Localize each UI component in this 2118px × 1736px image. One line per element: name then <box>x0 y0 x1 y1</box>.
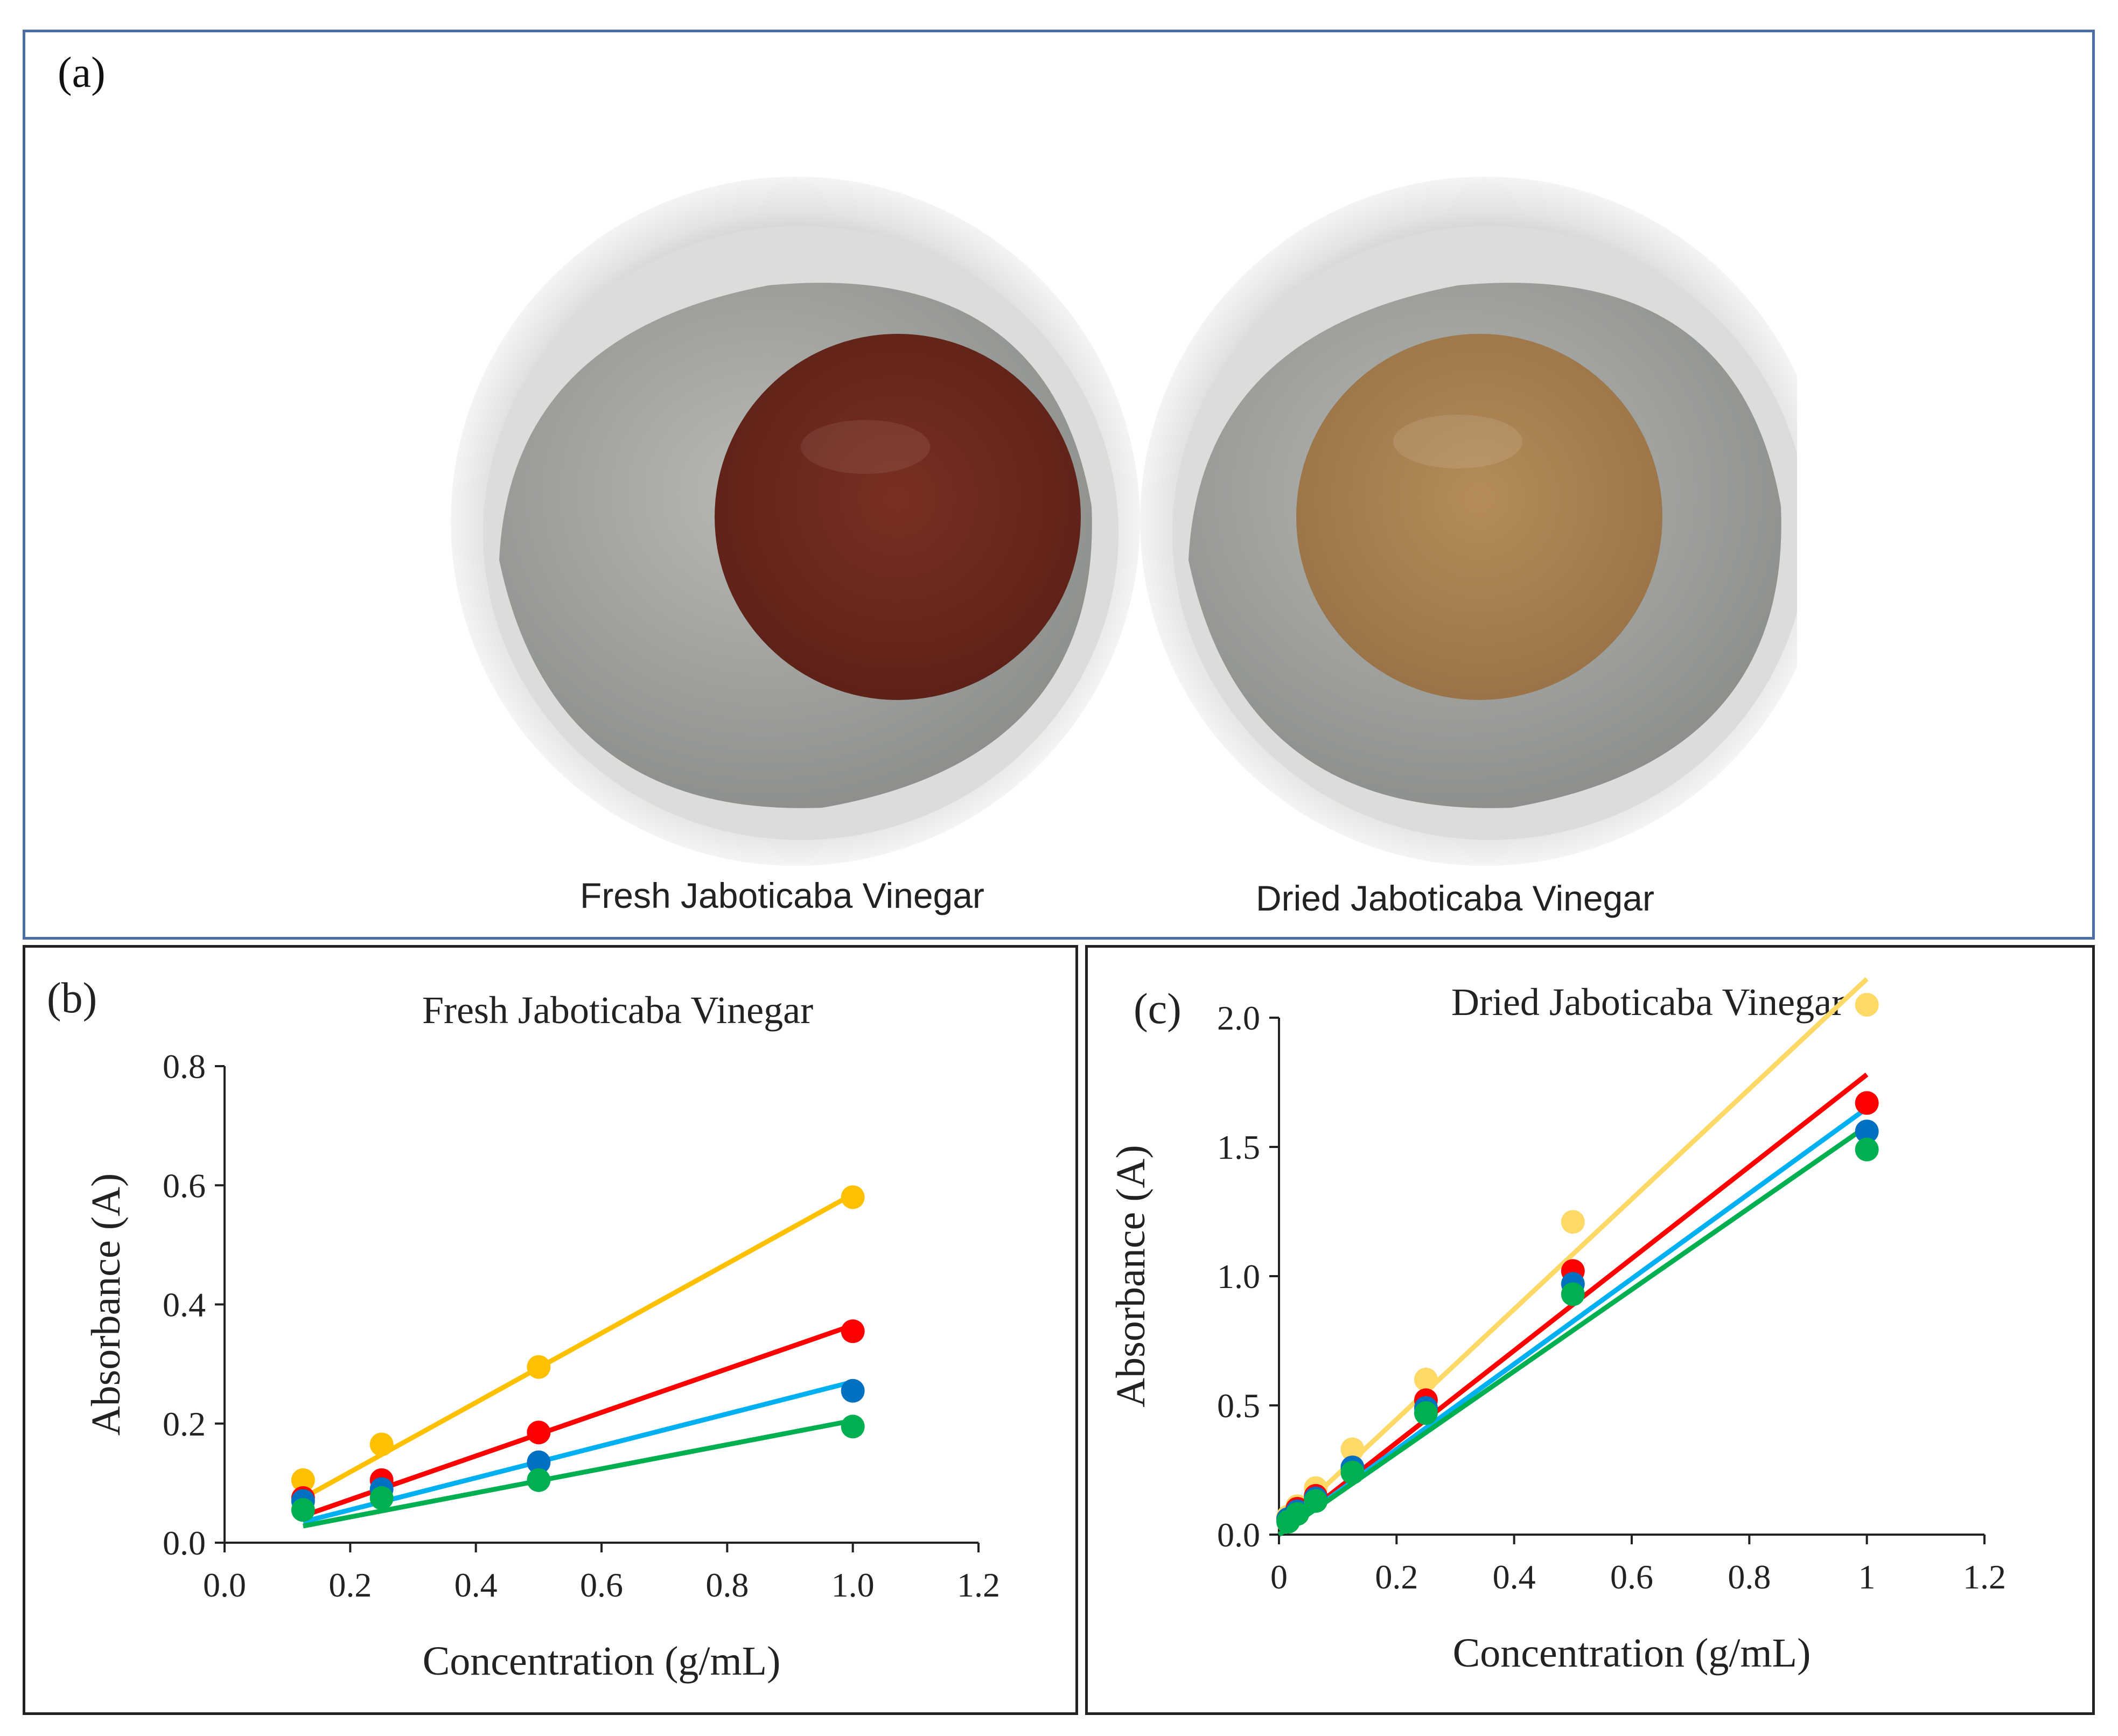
data-point-yellow <box>369 1432 394 1457</box>
dried-vinegar-caption: Dried Jaboticaba Vinegar <box>1256 878 1654 918</box>
trendline-blue <box>302 1379 854 1524</box>
x-axis-label: Concentration (g/mL) <box>1453 1630 1811 1676</box>
y-tick-label: 0.8 <box>163 1047 206 1086</box>
y-tick-label: 0.4 <box>163 1286 206 1324</box>
chart-title: Fresh Jaboticaba Vinegar <box>422 989 813 1032</box>
dried-vinegar-bowl <box>1140 177 1829 866</box>
data-point-yellow <box>291 1468 315 1492</box>
data-point-yellow <box>527 1355 551 1379</box>
x-tick-label: 0.2 <box>1375 1558 1418 1596</box>
trendline-blue <box>1277 1106 1869 1537</box>
trendline-red <box>302 1322 854 1518</box>
x-tick-label: 0.4 <box>1493 1558 1536 1596</box>
y-tick-label: 1.0 <box>1217 1257 1260 1296</box>
y-tick-label: 0.2 <box>163 1405 206 1443</box>
data-point-blue <box>841 1378 865 1403</box>
x-tick-label: 0.2 <box>328 1566 372 1604</box>
fresh-absorbance-chart: (b) Fresh Jaboticaba Vinegar 0.0 0.2 0.4 0.6 0… <box>47 975 1000 1684</box>
dried-vinegar-liquid <box>1296 334 1662 700</box>
x-tick-label: 0.8 <box>705 1566 749 1604</box>
data-point-blue <box>527 1450 551 1474</box>
panel-a-photos: (a) <box>23 30 2095 940</box>
data-point-green <box>291 1498 315 1522</box>
y-tick-label: 1.5 <box>1217 1128 1260 1166</box>
x-tick-label: 0.4 <box>455 1566 498 1604</box>
data-point-green <box>369 1486 394 1510</box>
data-point-red <box>1855 1091 1879 1115</box>
data-point-yellow <box>1561 1210 1585 1234</box>
fresh-vinegar-bowl <box>451 177 1140 866</box>
trendline-green <box>1277 1124 1869 1537</box>
data-point-yellow <box>1855 993 1879 1017</box>
x-tick-label: 0 <box>1270 1558 1288 1596</box>
y-tick-label: 0.0 <box>1217 1516 1260 1554</box>
x-tick-label: 1 <box>1858 1558 1876 1596</box>
bowl-photos <box>451 140 1840 894</box>
data-point-green <box>1414 1401 1438 1425</box>
data-point-green <box>1561 1282 1585 1306</box>
data-point-red <box>527 1420 551 1445</box>
data-point-red <box>841 1319 865 1343</box>
panel-a-label: (a) <box>58 49 106 96</box>
data-point-blue <box>1855 1119 1879 1144</box>
y-tick-label: 0.5 <box>1217 1387 1260 1425</box>
x-tick-label: 0.6 <box>580 1566 623 1604</box>
fresh-vinegar-liquid <box>715 334 1081 700</box>
x-tick-label: 1.2 <box>1963 1558 2006 1596</box>
data-point-green <box>841 1415 865 1439</box>
x-tick-label: 0.8 <box>1728 1558 1771 1596</box>
trendline-green <box>302 1418 854 1529</box>
x-tick-label: 0.6 <box>1610 1558 1653 1596</box>
data-point-yellow <box>841 1185 865 1209</box>
y-axis-label: Absorbance (A) <box>83 1173 129 1436</box>
fresh-vinegar-caption: Fresh Jaboticaba Vinegar <box>580 876 984 915</box>
data-point-green <box>1855 1137 1879 1161</box>
x-tick-label: 1.0 <box>831 1566 875 1604</box>
panel-label: (b) <box>47 975 97 1022</box>
y-tick-label: 0.0 <box>163 1524 206 1562</box>
data-point-green <box>1304 1489 1328 1513</box>
data-point-green <box>1285 1502 1310 1526</box>
y-tick-label: 0.6 <box>163 1166 206 1205</box>
panel-b-chart: (b) Fresh Jaboticaba Vinegar 0.0 0.2 0.4 0.6 0… <box>23 945 1078 1715</box>
data-point-green <box>1340 1460 1365 1485</box>
x-tick-label: 1.2 <box>957 1566 1000 1604</box>
trendline-yellow <box>1277 977 1869 1531</box>
y-tick-label: 2.0 <box>1217 999 1260 1037</box>
trendline-yellow <box>302 1192 854 1500</box>
dried-absorbance-chart: (c) Dried Jaboticaba Vinegar 0 0.2 0.4 0.6 0.8… <box>1108 977 2006 1676</box>
x-axis-label: Concentration (g/mL) <box>423 1639 781 1684</box>
data-point-yellow <box>1340 1437 1365 1461</box>
panel-label: (c) <box>1134 985 1182 1033</box>
data-point-green <box>527 1468 551 1492</box>
y-axis-label: Absorbance (A) <box>1108 1145 1154 1407</box>
chart-title: Dried Jaboticaba Vinegar <box>1451 981 1844 1024</box>
x-tick-label: 0.0 <box>203 1566 246 1604</box>
panel-c-chart: (c) Dried Jaboticaba Vinegar 0 0.2 0.4 0.6 0.8… <box>1085 945 2095 1715</box>
data-point-yellow <box>1414 1368 1438 1391</box>
